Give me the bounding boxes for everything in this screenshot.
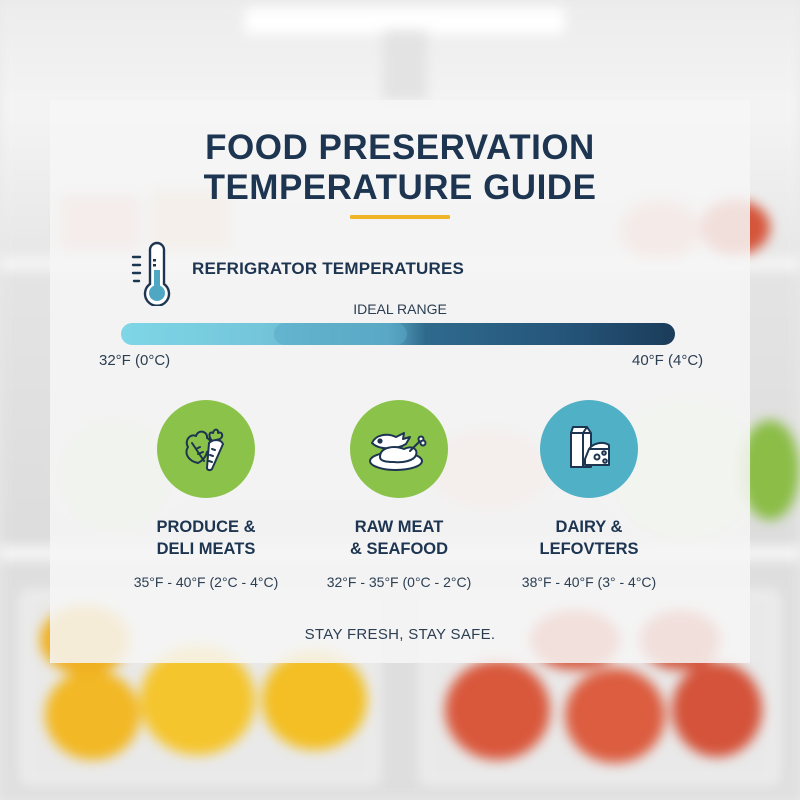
title-underline <box>350 215 450 219</box>
ideal-range-label: IDEAL RANGE <box>353 301 447 317</box>
category-range: 32°F - 35°F (0°C - 2°C) <box>326 574 472 590</box>
category-name: RAW MEAT & SEAFOOD <box>299 516 499 560</box>
title-line-1: FOOD PRESERVATION <box>205 128 595 167</box>
bg-lemon <box>140 645 255 755</box>
footer-tagline: STAY FRESH, STAY SAFE. <box>304 626 496 643</box>
title-line-2: TEMPERATURE GUIDE <box>203 168 597 207</box>
temperature-range-bar <box>121 323 675 345</box>
dairy-icon <box>540 400 638 498</box>
range-max-label: 40°F (4°C) <box>632 352 704 369</box>
bg-lemon <box>262 650 367 750</box>
category-name: DAIRY & LEFOVTERS <box>489 516 689 560</box>
category-name-line-2: LEFOVTERS <box>539 540 639 558</box>
range-min-label: 32°F (0°C) <box>99 352 171 369</box>
page-title: FOOD PRESERVATION TEMPERATURE GUIDE <box>0 128 800 208</box>
bg-lemon <box>45 670 140 760</box>
bg-tomato <box>672 662 762 757</box>
category-name-line-2: DELI MEATS <box>156 540 256 558</box>
bg-greens <box>740 420 800 520</box>
category-name-line-1: RAW MEAT <box>354 518 444 536</box>
category-name-line-2: & SEAFOOD <box>349 540 449 558</box>
fridge-light <box>245 8 565 34</box>
category-range: 35°F - 40°F (2°C - 4°C) <box>133 574 279 590</box>
category-raw-meat: RAW MEAT & SEAFOOD 32°F - 35°F (0°C - 2°… <box>299 400 499 590</box>
category-range: 38°F - 40°F (3° - 4°C) <box>521 574 657 590</box>
fridge-center-column <box>383 30 427 100</box>
meat-seafood-icon <box>350 400 448 498</box>
range-highlight <box>274 323 407 345</box>
bg-tomato <box>445 660 550 760</box>
category-name: PRODUCE & DELI MEATS <box>106 516 306 560</box>
vegetables-icon <box>157 400 255 498</box>
section-title: REFRIGRATOR TEMPERATURES <box>192 259 465 278</box>
category-name-line-1: PRODUCE & <box>156 518 256 536</box>
bg-tomato <box>565 668 665 763</box>
category-produce: PRODUCE & DELI MEATS 35°F - 40°F (2°C - … <box>106 400 306 590</box>
guide-panel <box>50 100 750 663</box>
thermometer-icon <box>130 240 180 307</box>
category-name-line-1: DAIRY & <box>555 518 623 536</box>
category-dairy: DAIRY & LEFOVTERS 38°F - 40°F (3° - 4°C) <box>489 400 689 590</box>
